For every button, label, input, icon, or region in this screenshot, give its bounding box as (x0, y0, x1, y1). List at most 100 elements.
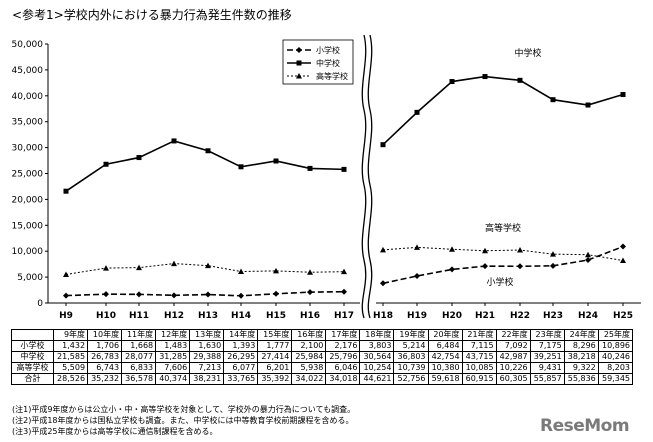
table-cell: 31,285 (155, 351, 191, 363)
table-header-cell: 19年度 (393, 329, 429, 341)
data-point-s2 (482, 74, 488, 80)
table-header-cell: 17年度 (325, 329, 361, 341)
data-point-s2 (307, 165, 313, 171)
table-row-label: 中学校 (11, 351, 54, 363)
table-cell: 59,345 (597, 373, 634, 385)
axis-break-left (361, 34, 367, 319)
data-point-s3 (273, 267, 279, 274)
table-cell: 10,226 (495, 362, 531, 374)
table-header-cell: 13年度 (189, 329, 225, 341)
table-cell: 6,833 (121, 362, 157, 374)
y-tick-label: 0 (37, 299, 43, 309)
table-cell: 1,630 (189, 340, 225, 352)
table-cell: 38,218 (563, 351, 599, 363)
data-point-s2 (136, 155, 142, 161)
note-2: (注2)平成18年度からは国私立学校も調査。また、中学校には中等教育学校前期課程… (12, 416, 354, 425)
table-cell: 36,578 (121, 373, 157, 385)
table-cell: 28,526 (52, 373, 89, 385)
table-cell: 9,431 (529, 362, 565, 374)
x-tick-label: H19 (407, 311, 427, 321)
y-tick-label: 40,000 (12, 92, 44, 102)
annotation-label: 高等学校 (485, 222, 521, 234)
table-cell: 6,046 (325, 362, 361, 374)
data-point-s3 (550, 251, 556, 257)
table-cell: 21,585 (52, 351, 89, 363)
table-corner (11, 329, 54, 341)
data-point-s2 (380, 142, 386, 148)
table-cell: 1,706 (87, 340, 123, 352)
table-cell: 2,176 (325, 340, 361, 352)
table-row: 中学校 21,585 26,783 28,077 31,285 29,388 26,295 2… (11, 351, 634, 363)
table-cell: 40,374 (155, 373, 191, 385)
table-cell: 39,251 (529, 351, 565, 363)
table-cell: 60,305 (495, 373, 531, 385)
data-point-s2 (171, 138, 177, 144)
legend-label: 中学校 (316, 58, 340, 68)
data-point-s3 (414, 244, 420, 250)
table-cell: 36,803 (393, 351, 429, 363)
table-cell: 30,564 (359, 351, 395, 363)
table-header-cell: 16年度 (291, 329, 327, 341)
annotation-label: 中学校 (514, 47, 541, 59)
table-header-cell: 22年度 (495, 329, 531, 341)
brand-logo: ReseMom (540, 416, 630, 436)
table-cell: 42,754 (427, 351, 463, 363)
table-cell: 35,392 (257, 373, 293, 385)
y-tick-label: 20,000 (12, 195, 44, 205)
y-tick-label: 35,000 (12, 118, 44, 128)
x-tick-label: H24 (578, 311, 598, 321)
x-tick-label: H13 (198, 311, 218, 321)
table-header-cell: 21年度 (461, 329, 497, 341)
data-point-s3 (238, 268, 244, 275)
table-header-cell: 14年度 (223, 329, 259, 341)
table-cell: 55,836 (563, 373, 599, 385)
data-point-s2 (550, 97, 556, 103)
data-point-s3 (482, 247, 488, 254)
series-line-2-seg2 (382, 75, 624, 146)
line-chart: 0 5,000 10,000 15,000 20,000 25,000 30,000 35,0… (12, 34, 641, 321)
table-cell: 59,618 (427, 373, 463, 385)
table-cell: 27,414 (257, 351, 293, 363)
table-cell: 10,085 (461, 362, 497, 374)
data-point-s3 (205, 262, 211, 269)
x-tick-label: H25 (613, 311, 633, 321)
data-point-s2 (585, 102, 591, 108)
data-point-s1 (205, 291, 211, 298)
note-1: (注1)平成9年度からは公立小・中・高等学校を対象として、学校外の暴力行為につい… (12, 405, 356, 414)
table-header-cell: 25年度 (597, 329, 634, 341)
data-point-s3 (63, 271, 69, 277)
table-cell: 44,621 (359, 373, 395, 385)
table-cell: 1,777 (257, 340, 293, 352)
table-cell: 1,432 (52, 340, 89, 352)
table-cell: 25,796 (325, 351, 361, 363)
table-cell: 7,115 (461, 340, 497, 352)
data-point-s1 (63, 292, 69, 299)
brand-text: ReseMom (540, 416, 630, 436)
table-cell: 55,857 (529, 373, 565, 385)
x-tick-label: H21 (475, 311, 495, 321)
data-point-s1 (380, 280, 386, 287)
data-point-s3 (620, 257, 626, 264)
data-point-s2 (517, 77, 523, 83)
x-tick-label: H23 (543, 311, 563, 321)
data-point-s3 (103, 265, 109, 271)
y-tick-label: 45,000 (12, 66, 44, 76)
table-cell: 8,203 (597, 362, 634, 374)
table-header-row: 9年度 10年度 11年度 12年度 13年度 14年度 15年度 16年度 17年度 18年度 1… (11, 329, 634, 341)
table-cell: 10,896 (597, 340, 634, 352)
data-point-s1 (341, 288, 347, 295)
data-point-s1 (449, 266, 455, 273)
note-3: (注3)平成25年度からは高等学校に通信制課程を含める。 (12, 427, 218, 436)
data-point-s3 (517, 247, 523, 253)
legend-marker (296, 60, 302, 66)
x-tick-label: H9 (59, 311, 73, 321)
table-cell: 10,380 (427, 362, 463, 374)
legend (282, 39, 354, 85)
table-header-cell: 10年度 (87, 329, 123, 341)
y-tick-label: 15,000 (12, 221, 44, 231)
axis-break-right (367, 34, 373, 319)
table-cell: 10,254 (359, 362, 395, 374)
data-point-s3 (171, 260, 177, 267)
x-tick-label: H18 (373, 311, 393, 321)
table-cell: 1,483 (155, 340, 191, 352)
